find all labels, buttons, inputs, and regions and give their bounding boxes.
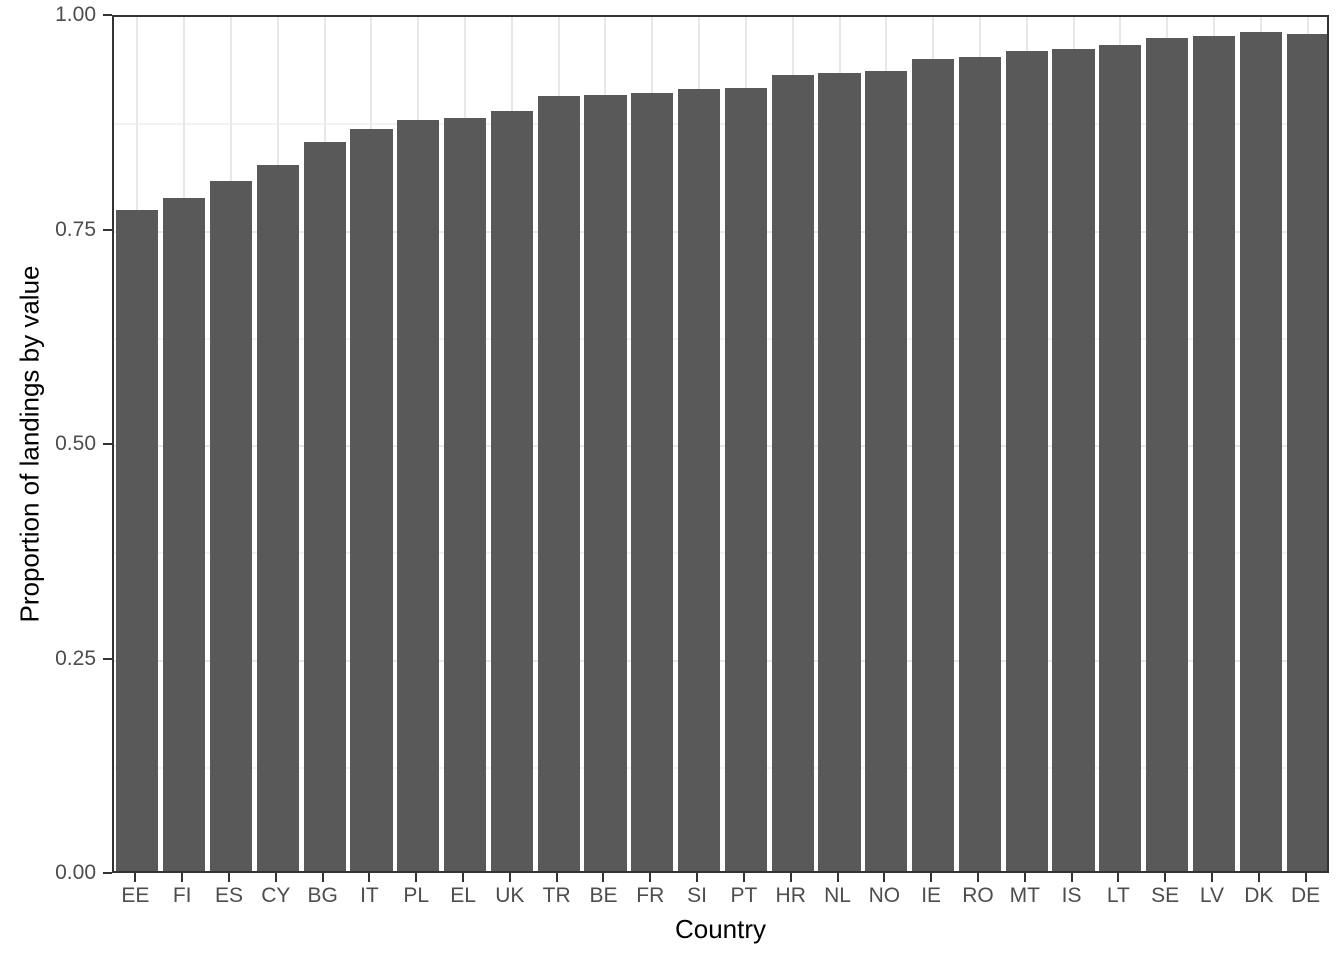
bar-MT xyxy=(1005,51,1048,871)
x-axis-title: Country xyxy=(674,914,767,944)
y-tick-label: 0.75 xyxy=(55,217,96,241)
y-tick-mark xyxy=(103,657,112,660)
bar-ES xyxy=(209,180,253,871)
x-tick-label: TR xyxy=(542,884,571,907)
bar-PL xyxy=(397,119,440,871)
x-tick-label: SI xyxy=(687,884,708,907)
bar-FI xyxy=(163,198,206,871)
bar-TR xyxy=(537,95,580,871)
x-tick-label: SE xyxy=(1151,884,1180,907)
x-tick-label: PL xyxy=(403,884,430,907)
x-tick-mark xyxy=(1070,873,1073,882)
x-tick-label: BE xyxy=(589,884,618,907)
x-tick-label: MT xyxy=(1009,884,1040,907)
y-tick-mark xyxy=(103,14,112,16)
bar-BG xyxy=(303,142,346,871)
x-tick-mark xyxy=(883,873,886,882)
bar-BE xyxy=(584,95,627,871)
x-tick-label: LV xyxy=(1199,884,1225,907)
x-tick-label: HR xyxy=(775,884,806,907)
x-tick-label: FI xyxy=(172,884,192,907)
x-tick-mark xyxy=(462,873,465,882)
x-tick-mark xyxy=(415,873,418,882)
x-tick-label: IT xyxy=(360,884,379,907)
x-tick-mark xyxy=(1117,873,1120,882)
bar-EE xyxy=(116,210,159,871)
x-tick-label: ES xyxy=(215,884,244,907)
x-tick-label: LT xyxy=(1106,884,1130,907)
x-tick-mark xyxy=(134,873,137,882)
gridline-minor xyxy=(114,766,1327,769)
x-tick-label: BG xyxy=(307,884,338,907)
y-tick-label: 0.25 xyxy=(55,646,96,670)
x-tick-mark xyxy=(930,873,933,882)
x-tick-mark xyxy=(1257,873,1260,882)
bar-LT xyxy=(1099,45,1142,871)
x-tick-mark xyxy=(742,873,745,882)
x-tick-mark xyxy=(274,873,277,882)
bar-HR xyxy=(771,75,814,871)
bar-SE xyxy=(1146,37,1189,871)
y-tick-label: 1.00 xyxy=(55,3,96,26)
gridline-major xyxy=(114,445,1327,447)
x-tick-label: PT xyxy=(730,884,758,907)
x-tick-mark xyxy=(1164,873,1167,882)
bar-NO xyxy=(865,71,908,871)
bar-IT xyxy=(350,129,393,871)
gridline-minor xyxy=(114,552,1327,555)
x-tick-mark xyxy=(789,873,792,882)
y-tick-mark xyxy=(103,443,112,445)
bar-DK xyxy=(1239,32,1282,871)
y-tick-label: 0.00 xyxy=(55,861,96,884)
x-tick-mark xyxy=(321,873,324,882)
x-tick-label: IE xyxy=(921,884,942,907)
bar-NL xyxy=(818,72,861,871)
x-tick-mark xyxy=(228,873,231,882)
bar-IS xyxy=(1052,48,1095,871)
x-tick-mark xyxy=(649,873,652,882)
x-tick-label: IS xyxy=(1061,884,1082,907)
bar-PT xyxy=(724,88,767,871)
x-tick-mark xyxy=(181,873,184,882)
gridline-minor xyxy=(114,123,1327,126)
bar-FR xyxy=(631,92,674,871)
bar-IE xyxy=(912,59,955,871)
x-tick-mark xyxy=(508,873,511,882)
x-tick-mark xyxy=(1210,873,1213,882)
bar-RO xyxy=(958,57,1001,871)
x-tick-label: DE xyxy=(1291,884,1321,907)
bar-UK xyxy=(490,110,533,871)
y-tick-mark xyxy=(103,228,112,231)
x-tick-label: EL xyxy=(450,884,476,907)
bar-EL xyxy=(443,118,487,871)
gridline-major xyxy=(114,659,1327,662)
plot-panel xyxy=(112,15,1329,873)
y-tick-label: 0.50 xyxy=(55,432,96,455)
x-tick-mark xyxy=(1023,873,1026,882)
x-tick-label: EE xyxy=(121,884,150,907)
x-tick-mark xyxy=(1304,873,1307,882)
bar-LV xyxy=(1192,35,1236,871)
x-tick-mark xyxy=(696,873,699,882)
x-tick-label: NL xyxy=(824,884,851,907)
gridline-major xyxy=(114,230,1327,233)
y-tick-mark xyxy=(103,872,112,874)
x-tick-label: UK xyxy=(495,884,525,907)
x-tick-mark xyxy=(602,873,605,882)
x-tick-mark xyxy=(836,873,839,882)
x-tick-mark xyxy=(368,873,371,882)
bar-SI xyxy=(678,89,721,871)
x-tick-mark xyxy=(555,873,558,882)
x-tick-label: FR xyxy=(636,884,665,907)
x-tick-label: CY xyxy=(261,884,291,907)
gridline-minor xyxy=(114,337,1327,340)
bar-CY xyxy=(256,165,299,871)
x-tick-label: RO xyxy=(962,884,994,907)
x-tick-label: NO xyxy=(868,884,901,907)
x-tick-label: DK xyxy=(1244,884,1274,907)
bar-DE xyxy=(1286,34,1327,871)
x-tick-mark xyxy=(976,873,979,882)
